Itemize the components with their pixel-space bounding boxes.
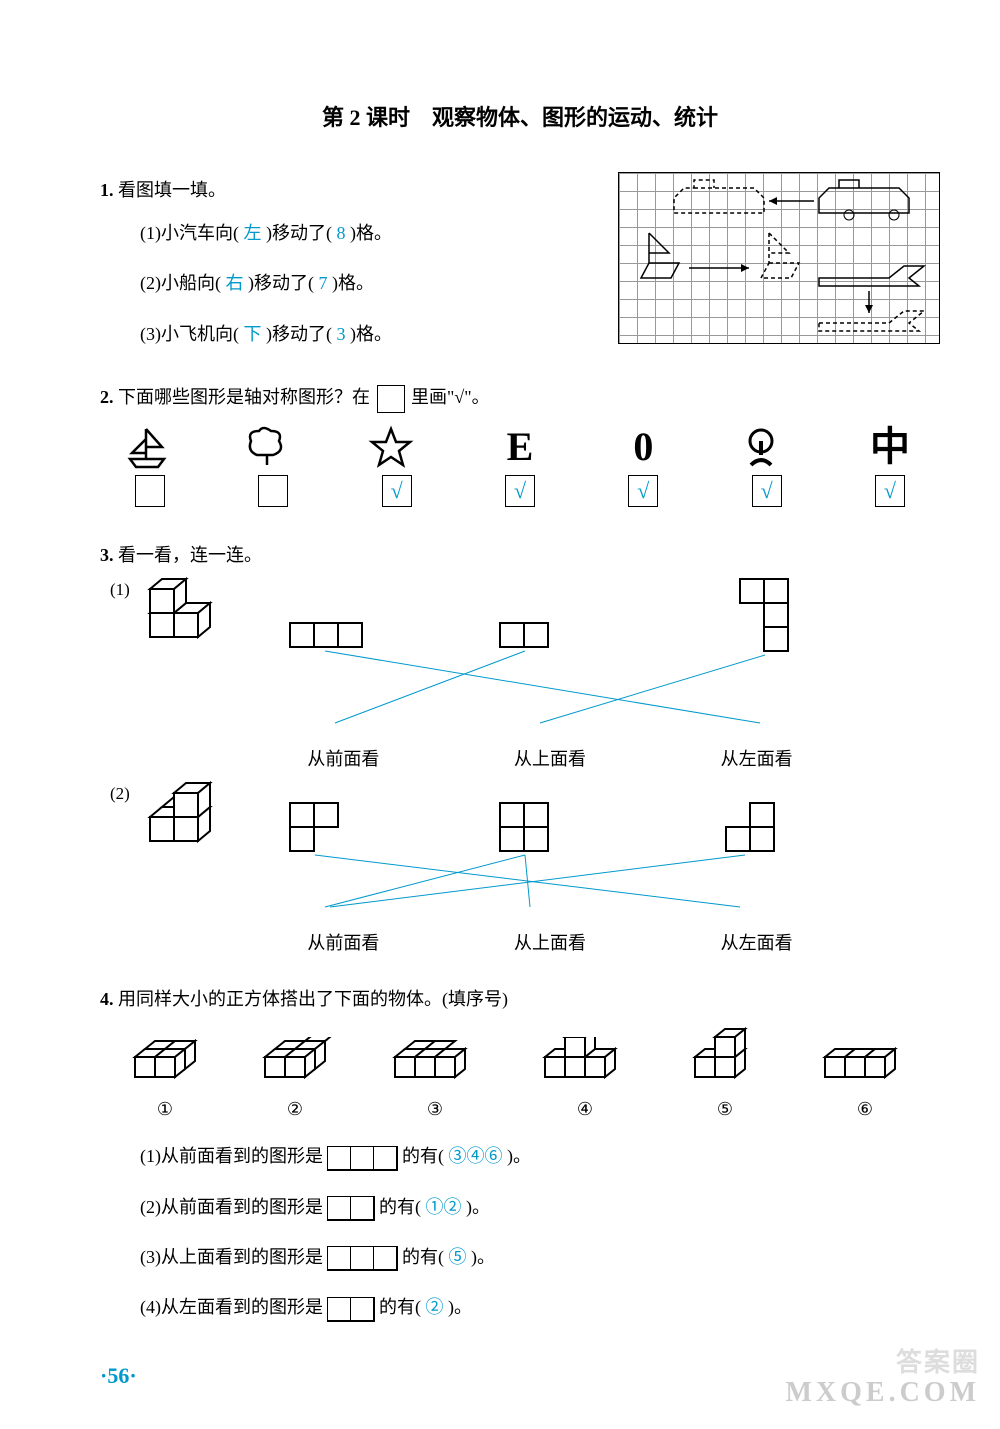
- q3-label-front-2: 从前面看: [307, 925, 379, 961]
- q3-stem: 看一看，连一连。: [118, 545, 262, 565]
- q3-label-left-2: 从左面看: [721, 925, 793, 961]
- q1-item-2: (2)小船向( 右 )移动了( 7 )格。: [100, 258, 618, 308]
- watermark-top: 答案圈: [896, 1342, 980, 1379]
- question-3: 3. 看一看，连一连。 (1): [100, 537, 940, 961]
- q3-sub1-label: (1): [110, 580, 130, 599]
- q2-check-7: √: [875, 475, 905, 507]
- q3-panel-2: (2): [100, 777, 940, 917]
- q3-label-top-2: 从上面看: [514, 925, 586, 961]
- q3-label-left: 从左面看: [721, 741, 793, 777]
- shape-3x1-icon: [327, 1146, 398, 1171]
- q2-check-1: [135, 475, 165, 507]
- q2-stem-a: 下面哪些图形是轴对称图形？在: [118, 387, 370, 407]
- q3-labels-2: 从前面看 从上面看 从左面看: [100, 925, 940, 961]
- q2-check-4: √: [505, 475, 535, 507]
- q4-shape-5: ⑤: [685, 1027, 765, 1127]
- q2-check-5: √: [628, 475, 658, 507]
- q4-shape-6: ⑥: [815, 1037, 915, 1127]
- shape-2x1-icon: [327, 1297, 375, 1322]
- q2-shape-tree: [243, 425, 303, 469]
- q4-num: 4.: [100, 989, 114, 1009]
- q4-stem: 用同样大小的正方体搭出了下面的物体。(填序号): [118, 989, 508, 1009]
- q4-shape-4: ④: [535, 1037, 635, 1127]
- q4-sub-1: (1)从前面看到的图形是的有( ③④⑥ )。: [100, 1131, 940, 1181]
- q4-shape-1: ①: [125, 1037, 205, 1127]
- q1-num: 1.: [100, 180, 114, 200]
- q3-label-top: 从上面看: [514, 741, 586, 777]
- shape-3x1-icon: [327, 1246, 398, 1271]
- q2-checks-row: √ √ √ √ √: [100, 475, 940, 517]
- q2-box-inline: [377, 385, 405, 413]
- q1-stem: 看图填一填。: [118, 180, 226, 200]
- page-title: 第 2 课时 观察物体、图形的运动、统计: [100, 100, 940, 132]
- q3-num: 3.: [100, 545, 114, 565]
- q4-shape-3: ③: [385, 1037, 485, 1127]
- q2-shape-zhong: 中: [860, 427, 920, 467]
- q2-stem-b: 里画"√"。: [411, 387, 490, 407]
- q3-labels-1: 从前面看 从上面看 从左面看: [100, 741, 940, 777]
- q4-shape-2: ②: [255, 1037, 335, 1127]
- q4-sub-2: (2)从前面看到的图形是的有( ①② )。: [100, 1182, 940, 1232]
- q2-shape-boat: [120, 425, 180, 469]
- q2-shape-rail: [737, 425, 797, 469]
- q1-grid-figure: [618, 172, 940, 344]
- shape-2x1-icon: [327, 1196, 375, 1221]
- q3-panel-1: (1): [100, 573, 940, 733]
- q1-item-3: (3)小飞机向( 下 )移动了( 3 )格。: [100, 309, 618, 359]
- question-2: 2. 下面哪些图形是轴对称图形？在 里画"√"。 E 0 中 √ √: [100, 379, 940, 517]
- q3-label-front: 从前面看: [307, 741, 379, 777]
- q2-shape-star: [367, 425, 427, 469]
- q4-sub-4: (4)从左面看到的图形是的有( ② )。: [100, 1282, 940, 1332]
- q2-shape-0: 0: [613, 427, 673, 467]
- q2-check-3: √: [382, 475, 412, 507]
- q2-shapes-row: E 0 中: [100, 415, 940, 475]
- q1-item-1: (1)小汽车向( 左 )移动了( 8 )格。: [100, 208, 618, 258]
- q2-num: 2.: [100, 387, 114, 407]
- question-1: 1. 看图填一填。 (1)小汽车向( 左 )移动了( 8 )格。 (2)小船向(…: [100, 172, 940, 359]
- q2-check-6: √: [752, 475, 782, 507]
- question-4: 4. 用同样大小的正方体搭出了下面的物体。(填序号) ① ②: [100, 981, 940, 1333]
- q4-shapes-row: ① ② ③: [100, 1017, 940, 1131]
- q2-shape-E: E: [490, 427, 550, 467]
- q4-sub-3: (3)从上面看到的图形是的有( ⑤ )。: [100, 1232, 940, 1282]
- q3-sub2-label: (2): [110, 784, 130, 803]
- q2-check-2: [258, 475, 288, 507]
